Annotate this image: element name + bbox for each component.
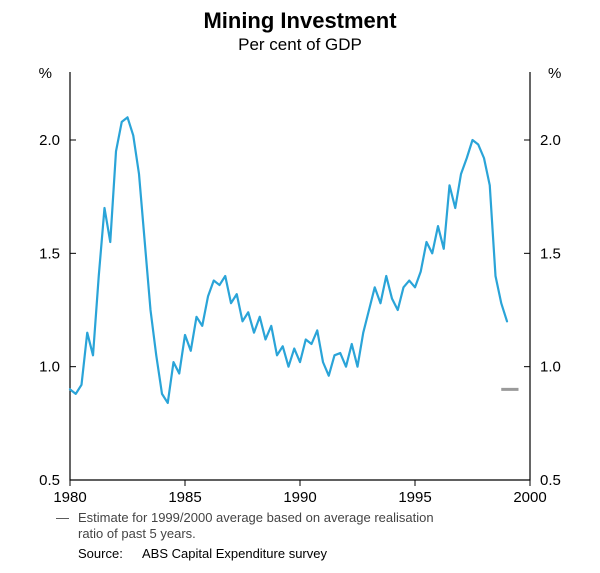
footnote-line1: Estimate for 1999/2000 average based on … — [78, 510, 434, 525]
x-tick-label: 1995 — [398, 489, 431, 506]
y-tick-label-right: 2.0 — [540, 132, 561, 149]
chart-svg: Mining Investment Per cent of GDP 1980 1985… — [0, 0, 600, 573]
y-unit-left: % — [39, 65, 52, 82]
source-label: Source: — [78, 546, 123, 561]
footnote-line2: ratio of past 5 years. — [78, 526, 196, 541]
y-tick-label-right: 0.5 — [540, 472, 561, 489]
y-tick-label-left: 1.5 — [39, 245, 60, 262]
x-tick-label: 1980 — [53, 489, 86, 506]
source-text: ABS Capital Expenditure survey — [142, 546, 327, 561]
y-tick-label-left: 0.5 — [39, 472, 60, 489]
x-tick-label: 2000 — [513, 489, 546, 506]
footnote-marker-icon: — — [56, 510, 69, 525]
chart-title: Mining Investment — [203, 8, 397, 33]
x-tick-label: 1990 — [283, 489, 316, 506]
y-tick-label-right: 1.0 — [540, 359, 561, 376]
x-tick-label: 1985 — [168, 489, 201, 506]
y-tick-label-left: 2.0 — [39, 132, 60, 149]
y-tick-label-right: 1.5 — [540, 245, 561, 262]
chart-subtitle: Per cent of GDP — [238, 35, 362, 54]
y-unit-right: % — [548, 65, 561, 82]
y-tick-label-left: 1.0 — [39, 359, 60, 376]
chart-bg — [0, 0, 600, 573]
chart-container: Mining Investment Per cent of GDP 1980 1985… — [0, 0, 600, 573]
